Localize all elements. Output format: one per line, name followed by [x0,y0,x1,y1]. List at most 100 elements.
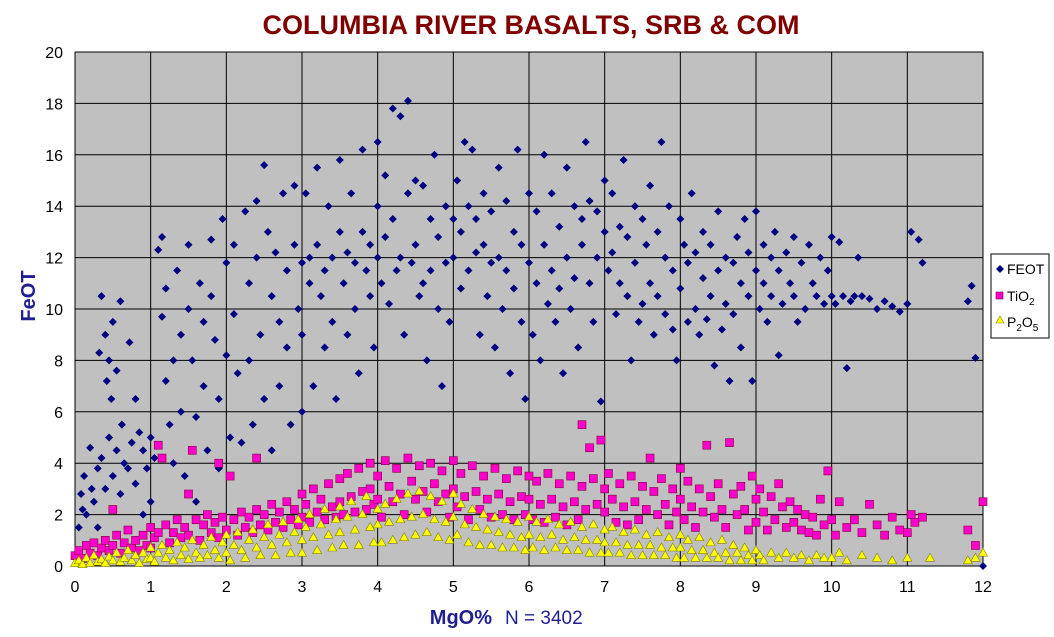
point-feot [460,137,469,146]
point-p2o5 [576,521,587,531]
point-feot [105,433,114,442]
x-tick-label: 2 [222,579,231,596]
point-tio2 [350,507,360,517]
point-tio2 [505,497,515,507]
x-tick-label: 6 [525,579,534,596]
point-tio2 [581,505,591,514]
point-p2o5 [81,552,92,562]
point-tio2 [963,525,973,535]
point-tio2 [82,541,91,550]
point-tio2 [763,525,772,535]
point-tio2 [857,528,867,537]
point-feot [377,279,386,288]
point-feot [808,279,817,288]
point-feot [237,438,246,447]
point-feot [290,181,299,190]
point-feot [169,356,178,365]
point-tio2 [365,458,375,468]
data-points [69,96,989,570]
point-p2o5 [686,544,697,554]
point-feot [286,420,295,429]
point-tio2 [403,453,413,463]
point-feot [562,163,571,172]
point-feot [755,305,764,313]
point-feot [487,258,496,267]
point-tio2 [240,523,250,532]
point-feot [801,305,810,313]
point-feot [979,562,987,570]
point-p2o5 [236,544,247,554]
point-feot [668,325,677,334]
point-feot [593,253,602,262]
point-p2o5 [766,547,777,557]
point-p2o5 [694,532,705,542]
point-feot [301,189,310,198]
point-feot [721,299,730,308]
point-feot [97,292,106,301]
point-feot [210,335,219,344]
point-feot [646,181,655,190]
point-feot [789,233,798,242]
point-p2o5 [788,552,799,562]
point-tio2 [842,523,852,532]
point-feot [642,240,651,249]
point-tio2 [615,479,625,489]
point-tio2 [751,494,761,504]
point-feot [335,227,344,236]
point-feot [267,446,276,455]
point-feot [123,464,132,473]
point-tio2 [74,546,84,555]
point-tio2 [706,492,715,501]
point-feot [706,240,715,249]
point-feot [358,227,367,236]
point-tio2 [187,446,197,455]
point-p2o5 [191,547,202,557]
point-p2o5 [595,547,606,557]
point-tio2 [577,482,587,491]
point-tio2 [411,494,420,504]
point-p2o5 [429,514,440,524]
point-feot [506,369,515,378]
point-tio2 [441,489,451,499]
point-tio2 [626,471,636,481]
point-tio2 [203,510,212,519]
x-axis-ticks: 0 1 2 3 4 5 6 7 8 9 10 11 12 [71,579,992,596]
point-tio2 [513,466,522,476]
point-feot [169,459,178,468]
point-p2o5 [675,542,686,552]
point-feot [426,266,435,275]
point-feot [142,464,151,473]
point-feot [839,292,848,301]
point-tio2 [641,505,651,514]
point-feot [139,446,148,455]
point-p2o5 [588,519,599,529]
point-p2o5 [209,544,220,554]
point-p2o5 [523,511,535,521]
point-p2o5 [508,542,519,552]
point-feot [827,292,836,301]
point-tio2 [225,471,235,481]
point-feot [373,253,382,262]
point-p2o5 [418,508,429,518]
x-tick-label: 9 [752,579,761,596]
point-feot [150,454,159,463]
point-tio2 [766,492,776,501]
point-p2o5 [168,555,179,565]
point-p2o5 [716,534,727,544]
point-p2o5 [856,550,867,560]
point-tio2 [479,471,488,481]
point-p2o5 [278,516,289,526]
point-p2o5 [406,511,417,521]
point-feot [419,279,428,288]
point-tio2 [566,471,575,481]
point-tio2 [570,497,579,507]
point-tio2 [573,515,583,525]
point-feot [509,227,518,236]
point-feot [396,253,405,262]
chart-title: COLUMBIA RIVER BASALTS, SRB & COM [263,10,800,40]
point-tio2 [971,541,980,550]
point-tio2 [373,471,382,481]
point-feot [350,258,359,267]
point-feot [419,181,428,190]
point-feot [241,207,250,216]
